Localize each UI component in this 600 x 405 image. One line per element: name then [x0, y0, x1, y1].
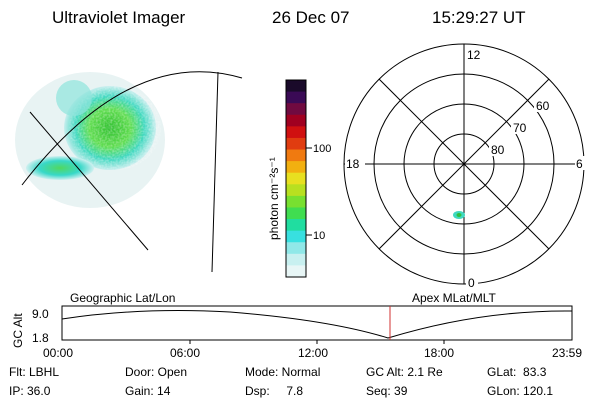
- colorbar-cell: [286, 161, 306, 174]
- colorbar-cell: [286, 172, 306, 185]
- polar-emission-core: [456, 213, 462, 217]
- colorbar: 100 10 photon cm⁻²s⁻¹: [267, 79, 331, 278]
- polar-plot: 12 18 6 0 60 70 80: [343, 43, 585, 290]
- mlt-label-0: 0: [468, 276, 475, 290]
- status-filter: Flt: LBHL: [9, 365, 59, 379]
- mlt-label-18: 18: [346, 157, 360, 171]
- emission-speckle: [69, 86, 161, 170]
- status-gain: Gain: 14: [125, 384, 171, 398]
- colorbar-cell: [286, 91, 306, 104]
- x-tick-label-2359: 23:59: [552, 346, 582, 360]
- lat-label-60: 60: [536, 99, 550, 113]
- latitude-arc: [21, 71, 243, 186]
- colorbar-label-100: 100: [313, 143, 331, 155]
- status-seq: Seq: 39: [366, 384, 408, 398]
- lat-label-70: 70: [513, 121, 527, 135]
- status-glon: GLon: 120.1: [487, 384, 553, 398]
- label-bg-70: [511, 120, 531, 134]
- label-bg-18: [345, 156, 365, 170]
- time-label: 15:29:27 UT: [432, 8, 526, 27]
- status-mode: Mode: Normal: [245, 365, 320, 379]
- colorbar-cell: [286, 195, 306, 209]
- label-bg-0: [466, 275, 478, 289]
- colorbar-cell: [286, 126, 306, 139]
- auroral-emission-upper: [56, 80, 92, 116]
- status-gc-alt: GC Alt: 2.1 Re: [366, 365, 443, 379]
- colorbar-cell: [286, 219, 306, 232]
- colorbar-cell: [286, 242, 306, 255]
- colorbar-cell: [286, 265, 306, 278]
- status-dsp: Dsp: 7.8: [245, 384, 303, 398]
- label-bg-80: [489, 142, 509, 156]
- timeline-right-title: Apex MLat/MLT: [412, 291, 496, 305]
- status-door: Door: Open: [125, 365, 187, 379]
- mlt-label-6: 6: [576, 157, 583, 171]
- colorbar-cell: [286, 230, 306, 243]
- lat-label-80: 80: [491, 143, 505, 157]
- status-glat: GLat: 83.3: [487, 365, 547, 379]
- colorbar-cell: [286, 103, 306, 116]
- polar-diagonal-2: [378, 78, 550, 250]
- colorbar-cell: [286, 207, 306, 220]
- timeline: Geographic Lat/Lon Apex MLat/MLT GC Alt …: [11, 291, 582, 360]
- status-panel: Flt: LBHL Door: Open Mode: Normal GC Alt…: [9, 365, 553, 398]
- colorbar-cell: [286, 149, 306, 162]
- colorbar-unit-label: photon cm⁻²s⁻¹: [267, 157, 281, 240]
- colorbar-label-10: 10: [313, 230, 325, 242]
- geographic-image: [15, 71, 243, 273]
- longitude-line-left: [29, 111, 149, 251]
- x-tick-label-1200: 12:00: [298, 346, 328, 360]
- colorbar-cell: [286, 184, 306, 197]
- x-tick-label-1800: 18:00: [424, 346, 454, 360]
- colorbar-cell: [286, 137, 306, 151]
- timeline-left-title: Geographic Lat/Lon: [70, 291, 175, 305]
- mlt-label-12: 12: [467, 48, 481, 62]
- colorbar-cell: [286, 114, 306, 127]
- date-label: 26 Dec 07: [272, 8, 350, 27]
- longitude-line-right: [211, 71, 219, 273]
- colorbar-cell: [286, 80, 306, 93]
- x-tick-label-0000: 00:00: [43, 346, 73, 360]
- label-bg-6: [575, 156, 585, 170]
- label-bg-12: [465, 47, 483, 61]
- x-tick-label-0600: 06:00: [170, 346, 200, 360]
- gc-alt-axis-label: GC Alt: [11, 313, 25, 348]
- y-tick-9: 9.0: [32, 307, 49, 321]
- instrument-title: Ultraviolet Imager: [52, 8, 186, 27]
- colorbar-cells: [286, 80, 306, 278]
- colorbar-frame: [285, 79, 307, 278]
- colorbar-cell: [286, 253, 306, 267]
- auroral-emission-secondary: [26, 156, 94, 180]
- y-tick-1-8: 1.8: [32, 331, 49, 345]
- altitude-curve: [61, 310, 573, 339]
- status-ip: IP: 36.0: [9, 384, 51, 398]
- label-bg-60: [534, 98, 554, 112]
